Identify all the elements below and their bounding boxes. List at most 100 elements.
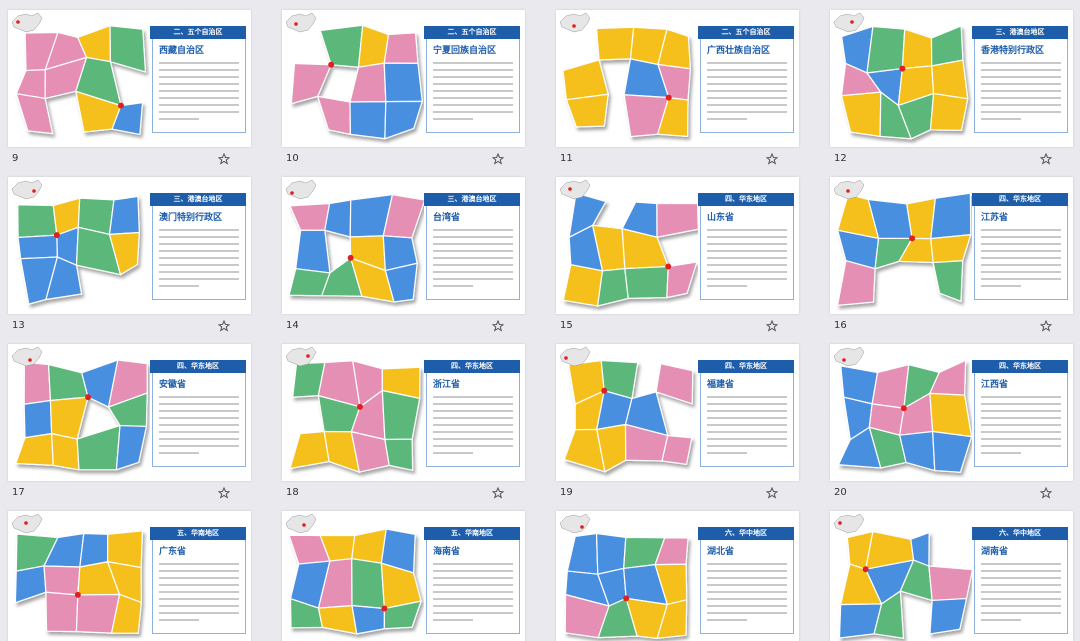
favorite-star[interactable] — [766, 320, 778, 332]
text-line — [981, 438, 1061, 440]
text-line — [707, 417, 787, 419]
slide-number: 16 — [834, 320, 847, 331]
text-line — [981, 563, 1061, 565]
text-line — [433, 229, 513, 231]
map-region — [929, 392, 972, 438]
map-region — [110, 593, 142, 634]
text-line — [159, 570, 239, 572]
favorite-star[interactable] — [766, 487, 778, 499]
slide-thumbnail[interactable]: 四、华东地区 福建省 — [556, 344, 799, 481]
text-line — [433, 62, 513, 64]
china-inset — [559, 346, 591, 367]
map — [833, 12, 969, 140]
slide-thumbnail[interactable]: 四、华东地区 浙江省 — [282, 344, 525, 481]
text-line — [433, 438, 513, 440]
text-line — [159, 62, 239, 64]
china-inset — [285, 179, 317, 200]
favorite-star[interactable] — [492, 153, 504, 165]
slide-thumbnail[interactable]: 五、华南地区 广东省 — [8, 511, 251, 641]
section-header: 五、华南地区 — [424, 527, 520, 540]
text-line — [433, 570, 513, 572]
section-header: 二、五个自治区 — [698, 26, 794, 39]
china-inset — [11, 179, 43, 200]
region-title: 山东省 — [707, 213, 735, 223]
info-panel: 六、华中地区 湖北省 — [698, 527, 794, 634]
china-inset — [833, 12, 865, 33]
text-line — [433, 250, 513, 252]
slide-thumbnail[interactable]: 六、华中地区 湖北省 — [556, 511, 799, 641]
text-line — [981, 584, 1061, 586]
map-region — [562, 59, 609, 101]
inset-dot — [32, 189, 36, 193]
slide-thumbnail[interactable]: 二、五个自治区广西壮族自治区 — [556, 10, 799, 147]
text-line — [159, 619, 199, 621]
slide-thumbnail[interactable]: 三、港澳台地区 香港特别行政区 — [830, 10, 1073, 147]
section-header: 四、华东地区 — [150, 360, 246, 373]
slide-thumbnail[interactable]: 三、港澳台地区 台湾省 — [282, 177, 525, 314]
slide-thumbnail[interactable]: 五、华南地区 海南省 — [282, 511, 525, 641]
info-panel: 四、华东地区 江苏省 — [972, 193, 1068, 300]
slide-thumbnail[interactable]: 四、华东地区 江西省 — [830, 344, 1073, 481]
text-line — [707, 424, 787, 426]
text-line — [981, 264, 1061, 266]
region-title: 台湾省 — [433, 213, 461, 223]
inset-dot — [28, 358, 32, 362]
text-line — [433, 83, 513, 85]
region-title: 澳门特别行政区 — [159, 213, 223, 223]
map-regions — [288, 528, 422, 635]
section-header: 三、港澳台地区 — [972, 26, 1068, 39]
text-line — [981, 570, 1061, 572]
map-region — [656, 202, 698, 238]
text-line — [159, 97, 239, 99]
text-line — [159, 104, 239, 106]
slide-thumbnail[interactable]: 四、华东地区 江苏省 — [830, 177, 1073, 314]
text-line — [159, 396, 239, 398]
text-line — [981, 76, 1061, 78]
text-line — [707, 445, 787, 447]
map-region — [384, 438, 414, 472]
map — [11, 346, 148, 471]
map-regions — [14, 359, 148, 471]
favorite-star[interactable] — [492, 487, 504, 499]
text-line — [981, 243, 1061, 245]
slide-thumbnail[interactable]: 三、港澳台地区 澳门特别行政区 — [8, 177, 251, 314]
favorite-star[interactable] — [1040, 153, 1052, 165]
text-line — [981, 424, 1061, 426]
section-header: 五、华南地区 — [150, 527, 246, 540]
favorite-star[interactable] — [492, 320, 504, 332]
slide-thumbnail[interactable]: 四、华东地区 安徽省 — [8, 344, 251, 481]
favorite-star[interactable] — [1040, 320, 1052, 332]
china-inset — [11, 12, 43, 33]
favorite-star[interactable] — [766, 153, 778, 165]
text-line — [159, 605, 239, 607]
favorite-star[interactable] — [218, 320, 230, 332]
text-line — [159, 69, 239, 71]
map-region — [928, 565, 972, 602]
text-line — [707, 452, 747, 454]
map-regions — [837, 359, 972, 473]
favorite-star[interactable] — [218, 153, 230, 165]
text-line — [159, 438, 239, 440]
text-line — [433, 285, 473, 287]
text-line — [707, 69, 787, 71]
slide-thumbnail[interactable]: 二、五个自治区 宁夏回族自治区 — [282, 10, 525, 147]
slide-thumbnail[interactable]: 六、华中地区 湖南省 — [830, 511, 1073, 641]
text-line — [433, 424, 513, 426]
text-line — [707, 570, 787, 572]
text-line — [981, 69, 1061, 71]
star-shape — [218, 487, 230, 499]
text-line — [433, 445, 513, 447]
favorite-star[interactable] — [218, 487, 230, 499]
slide-thumbnail[interactable]: 四、华东地区 山东省 — [556, 177, 799, 314]
slide-thumbnail[interactable]: 二、五个自治区 西藏自治区 — [8, 10, 251, 147]
info-panel: 三、港澳台地区 澳门特别行政区 — [150, 193, 246, 300]
map-region — [17, 204, 58, 239]
favorite-star[interactable] — [1040, 487, 1052, 499]
region-title: 广西壮族自治区 — [707, 46, 771, 56]
text-line — [707, 250, 787, 252]
text-line — [159, 563, 239, 565]
map-region — [932, 260, 964, 303]
section-header: 六、华中地区 — [698, 527, 794, 540]
text-line — [159, 577, 239, 579]
